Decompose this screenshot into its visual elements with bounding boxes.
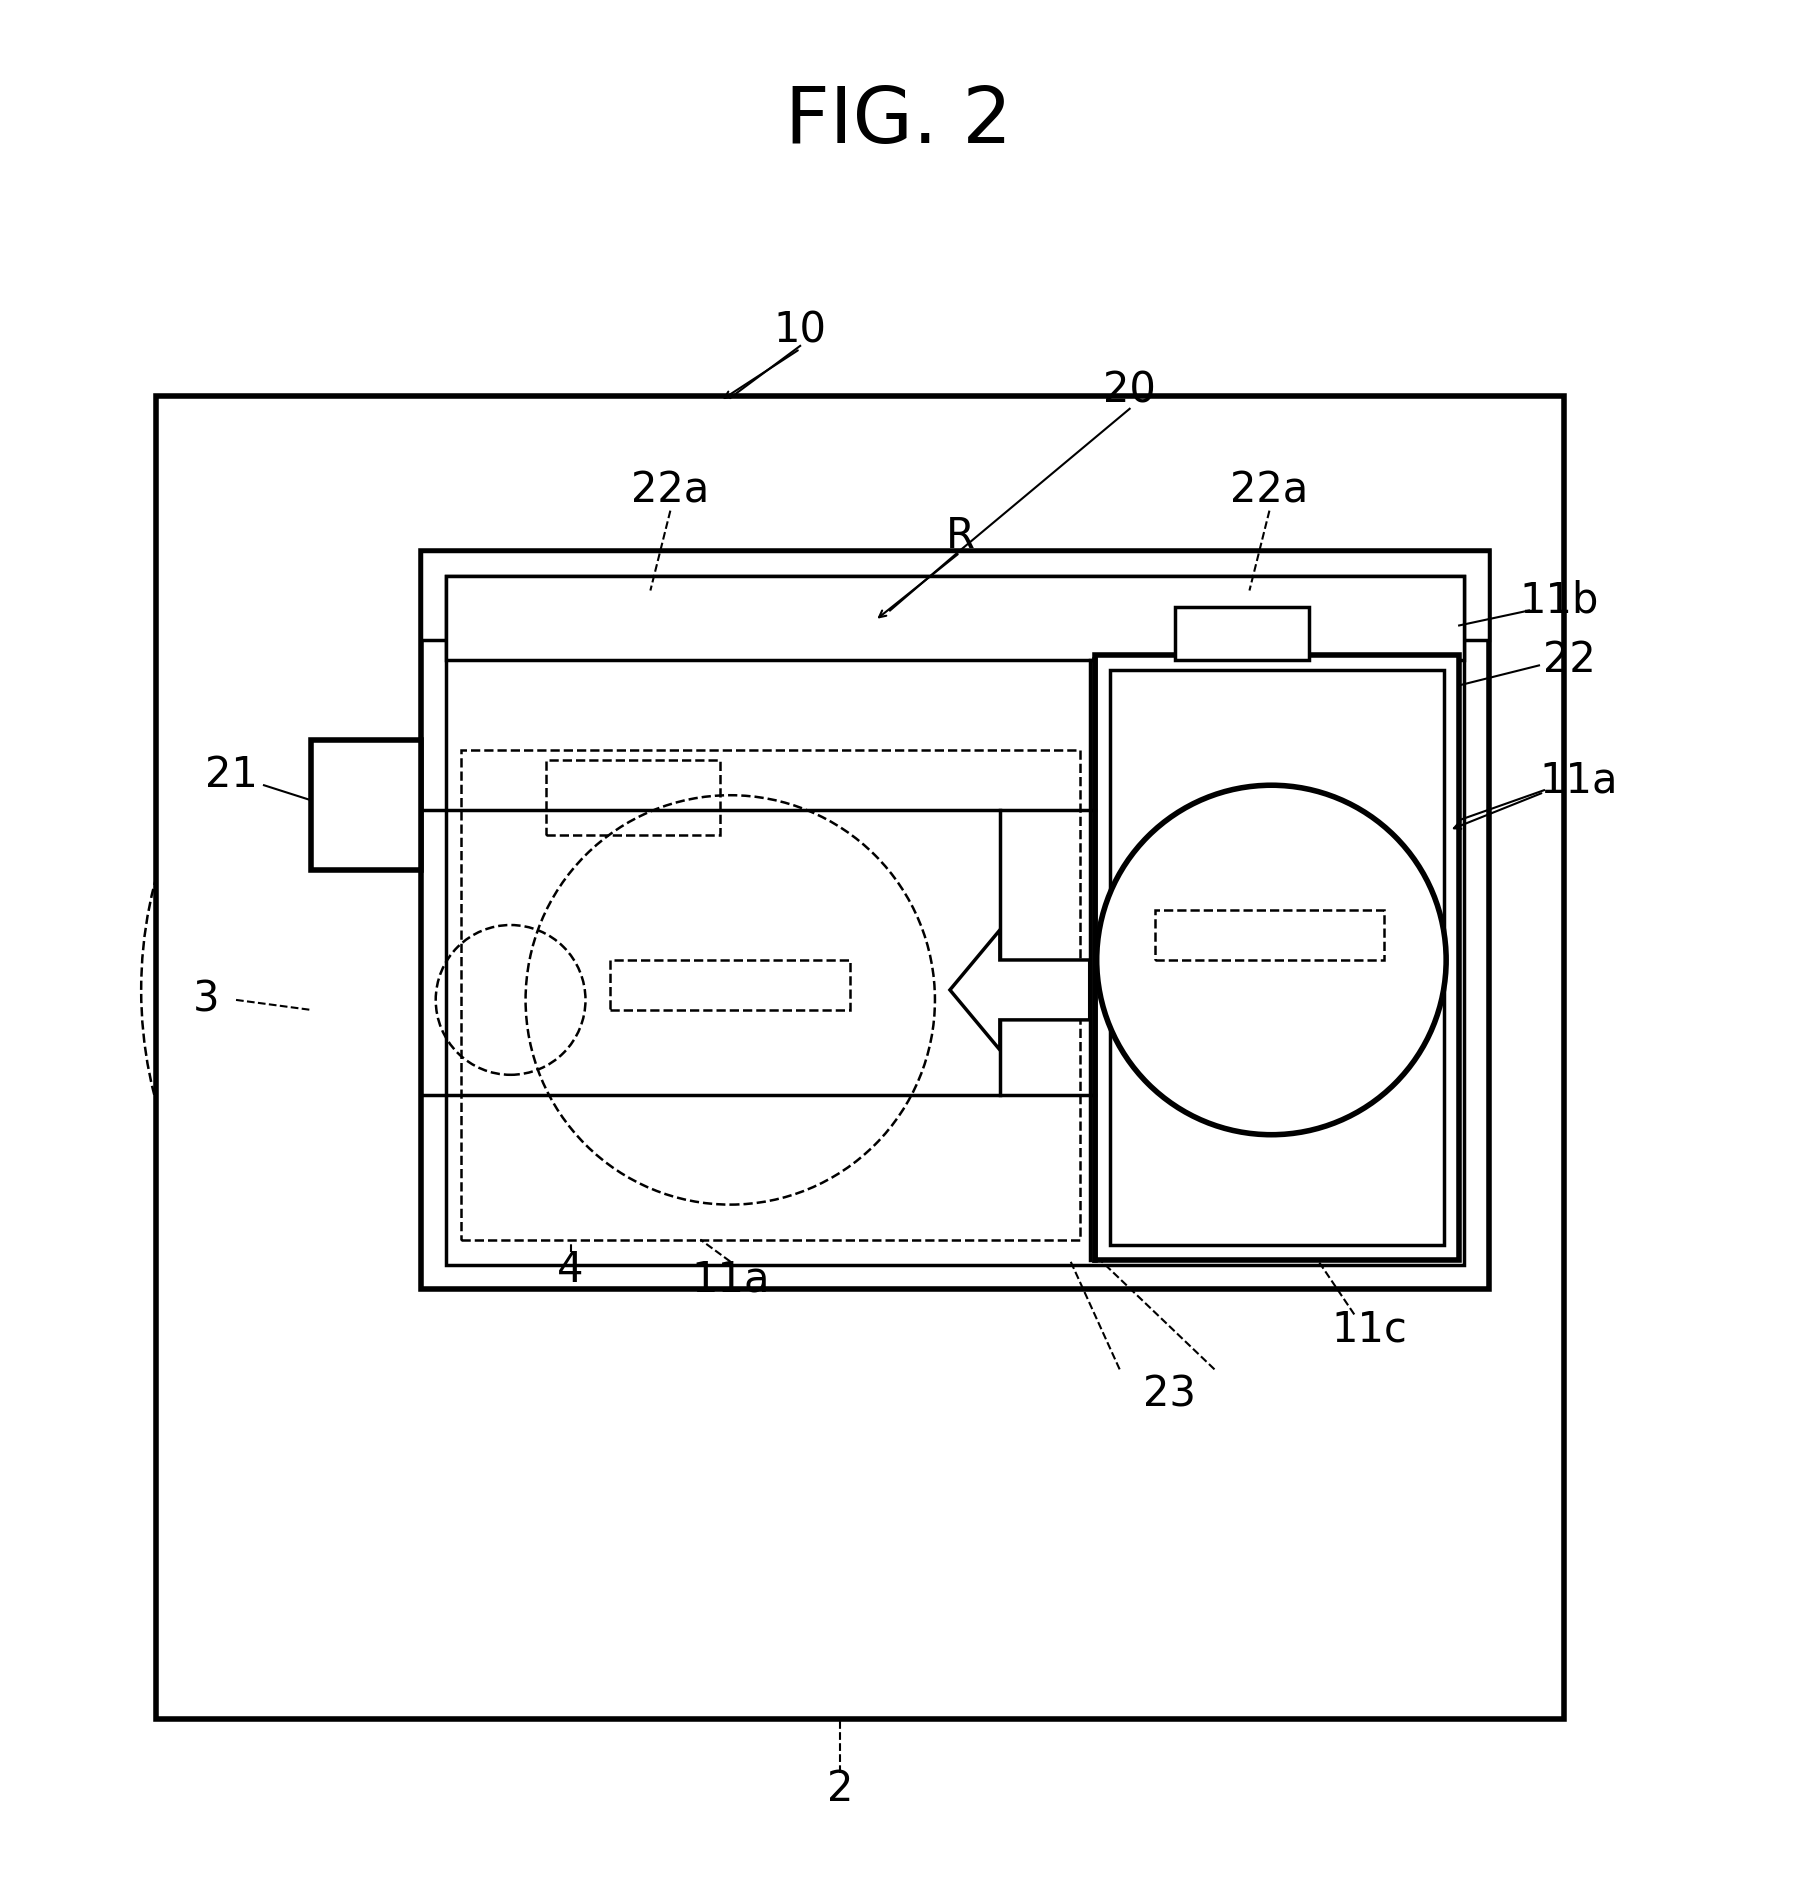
Bar	[445, 575, 1464, 1264]
Text: 11b: 11b	[1519, 580, 1598, 622]
Text: 11a: 11a	[691, 1259, 769, 1300]
Bar	[546, 761, 720, 835]
Text: 22a: 22a	[630, 469, 709, 512]
Bar	[1096, 656, 1458, 1260]
Bar	[420, 550, 1489, 641]
Bar	[611, 961, 850, 1010]
Bar	[1175, 607, 1309, 661]
Bar	[420, 550, 1489, 1289]
Text: 22: 22	[1543, 639, 1595, 682]
Text: 4: 4	[557, 1249, 584, 1291]
Bar	[1155, 910, 1385, 961]
Text: 10: 10	[774, 309, 826, 352]
Text: 21: 21	[205, 754, 257, 797]
Text: 2: 2	[826, 1767, 853, 1811]
Bar	[311, 740, 420, 870]
Text: 11a: 11a	[1539, 759, 1618, 801]
Text: 20: 20	[1103, 369, 1157, 413]
Text: 3: 3	[192, 980, 219, 1021]
Circle shape	[1097, 786, 1446, 1134]
Text: 11c: 11c	[1331, 1307, 1408, 1351]
Text: R: R	[945, 514, 975, 556]
Bar	[445, 575, 1464, 661]
Bar	[1110, 671, 1444, 1245]
Text: FIG. 2: FIG. 2	[785, 83, 1011, 160]
Text: 23: 23	[1142, 1373, 1196, 1415]
Text: 22a: 22a	[1230, 469, 1309, 512]
Bar	[462, 750, 1079, 1240]
Polygon shape	[950, 931, 1090, 1049]
Bar	[156, 396, 1564, 1718]
